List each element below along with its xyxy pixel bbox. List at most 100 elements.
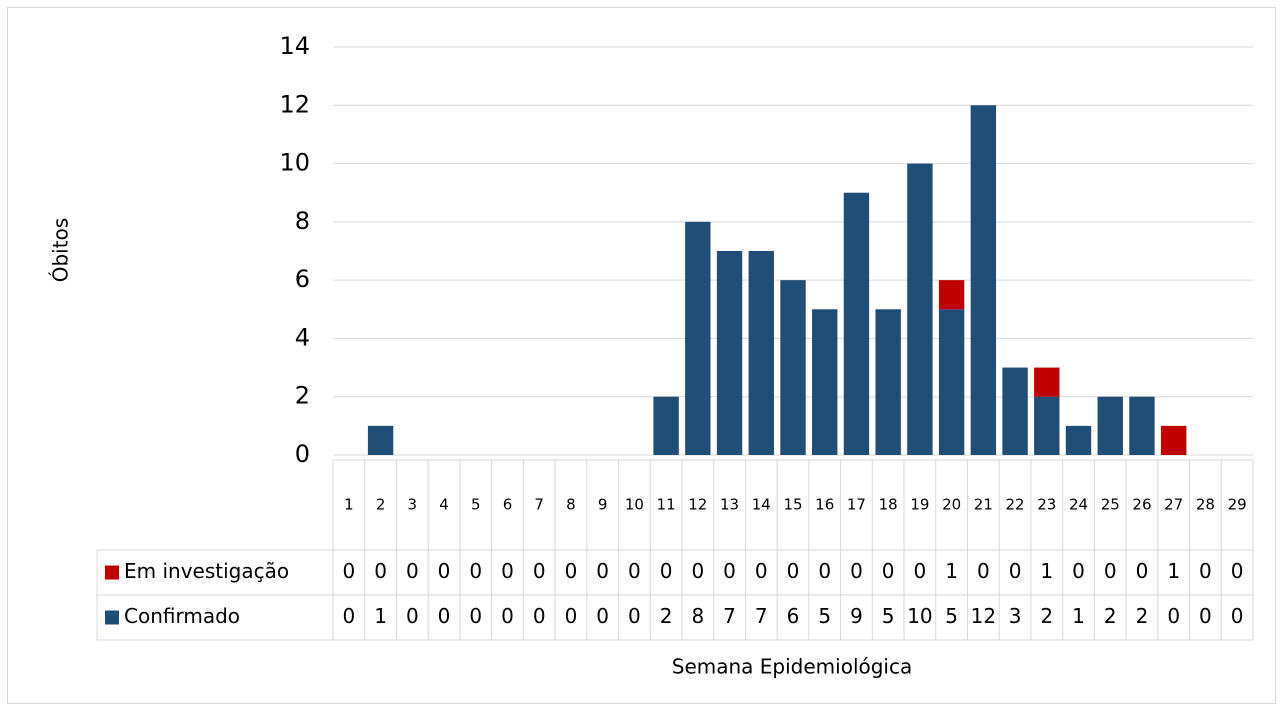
table-value: 0 (596, 604, 609, 628)
x-tick-label: 24 (1069, 496, 1088, 514)
table-value: 0 (691, 559, 704, 583)
table-value: 1 (1167, 559, 1180, 583)
y-axis-title: Óbitos (49, 218, 73, 283)
x-tick-label: 22 (1006, 496, 1025, 514)
legend-label: Em investigação (124, 559, 289, 583)
bar (970, 105, 997, 456)
x-tick-label: 14 (752, 496, 771, 514)
table-value: 0 (914, 559, 927, 583)
table-value: 9 (850, 604, 863, 628)
table-value: 0 (882, 559, 895, 583)
x-tick-label: 28 (1196, 496, 1215, 514)
bar (748, 251, 774, 455)
table-value: 0 (438, 604, 451, 628)
legend-swatch (105, 610, 119, 625)
table-value: 2 (1040, 604, 1053, 628)
table-value: 10 (907, 604, 932, 628)
table-value: 0 (469, 559, 482, 583)
table-value: 8 (691, 604, 704, 628)
bar (367, 425, 394, 455)
y-tick-label: 12 (279, 90, 310, 118)
bar (1129, 396, 1155, 455)
bar (938, 280, 965, 310)
table-value: 0 (342, 604, 355, 628)
table-value: 0 (1199, 604, 1212, 628)
table-value: 2 (660, 604, 673, 628)
x-tick-label: 16 (815, 496, 834, 514)
table-value: 0 (469, 604, 482, 628)
y-tick-label: 8 (295, 207, 310, 235)
table-value: 0 (406, 604, 419, 628)
x-tick-label: 7 (534, 496, 544, 514)
table-value: 0 (565, 604, 578, 628)
x-tick-label: 12 (688, 496, 707, 514)
bar (780, 280, 806, 455)
x-tick-label: 19 (910, 496, 929, 514)
table-value: 0 (628, 559, 641, 583)
y-tick-label: 0 (295, 440, 310, 468)
x-tick-label: 18 (879, 496, 898, 514)
table-value: 0 (1199, 559, 1212, 583)
table-value: 2 (1104, 604, 1117, 628)
x-tick-label: 4 (439, 496, 449, 514)
bar (1097, 396, 1123, 455)
table-value: 5 (945, 604, 958, 628)
x-tick-label: 29 (1228, 496, 1247, 514)
table-value: 0 (438, 559, 451, 583)
x-axis-title: Semana Epidemiológica (672, 655, 913, 679)
table-value: 7 (723, 604, 736, 628)
table-value: 0 (1136, 559, 1149, 583)
x-tick-label: 5 (471, 496, 481, 514)
table-value: 0 (787, 559, 800, 583)
table-value: 0 (1167, 604, 1180, 628)
x-tick-label: 11 (657, 496, 676, 514)
legend-label: Confirmado (124, 604, 240, 628)
y-tick-label: 4 (295, 323, 310, 351)
table-value: 0 (533, 604, 546, 628)
x-tick-label: 6 (503, 496, 513, 514)
bar (716, 251, 743, 455)
table-value: 0 (628, 604, 641, 628)
bar (1002, 367, 1028, 455)
bar (653, 396, 679, 455)
table-value: 0 (755, 559, 768, 583)
bar (1065, 425, 1092, 455)
table-value: 0 (501, 604, 514, 628)
table-value: 3 (1009, 604, 1022, 628)
legend-swatch (105, 565, 119, 580)
table-value: 5 (882, 604, 895, 628)
bar (1034, 396, 1060, 455)
x-tick-label: 9 (598, 496, 608, 514)
x-tick-label: 13 (720, 496, 739, 514)
table-value: 0 (818, 559, 831, 583)
y-tick-label: 14 (279, 32, 310, 60)
table-value: 0 (1072, 559, 1085, 583)
table-value: 0 (723, 559, 736, 583)
table-value: 0 (533, 559, 546, 583)
table-value: 2 (1136, 604, 1149, 628)
table-value: 0 (660, 559, 673, 583)
table-value: 0 (977, 559, 990, 583)
x-tick-label: 8 (566, 496, 576, 514)
y-tick-label: 2 (295, 382, 310, 410)
x-tick-label: 21 (974, 496, 993, 514)
chart-border (7, 7, 1276, 704)
table-value: 1 (1040, 559, 1053, 583)
x-tick-label: 2 (376, 496, 386, 514)
table-value: 0 (406, 559, 419, 583)
x-tick-label: 15 (783, 496, 802, 514)
table-value: 0 (596, 559, 609, 583)
bar (1161, 425, 1187, 455)
bar (938, 309, 965, 455)
bar (843, 192, 870, 455)
table-value: 6 (787, 604, 800, 628)
table-value: 12 (971, 604, 996, 628)
bar (685, 221, 711, 455)
table-value: 0 (565, 559, 578, 583)
table-value: 0 (1104, 559, 1117, 583)
bar (1034, 367, 1060, 397)
y-tick-label: 10 (279, 149, 310, 177)
x-tick-label: 3 (408, 496, 418, 514)
x-tick-label: 1 (344, 496, 354, 514)
